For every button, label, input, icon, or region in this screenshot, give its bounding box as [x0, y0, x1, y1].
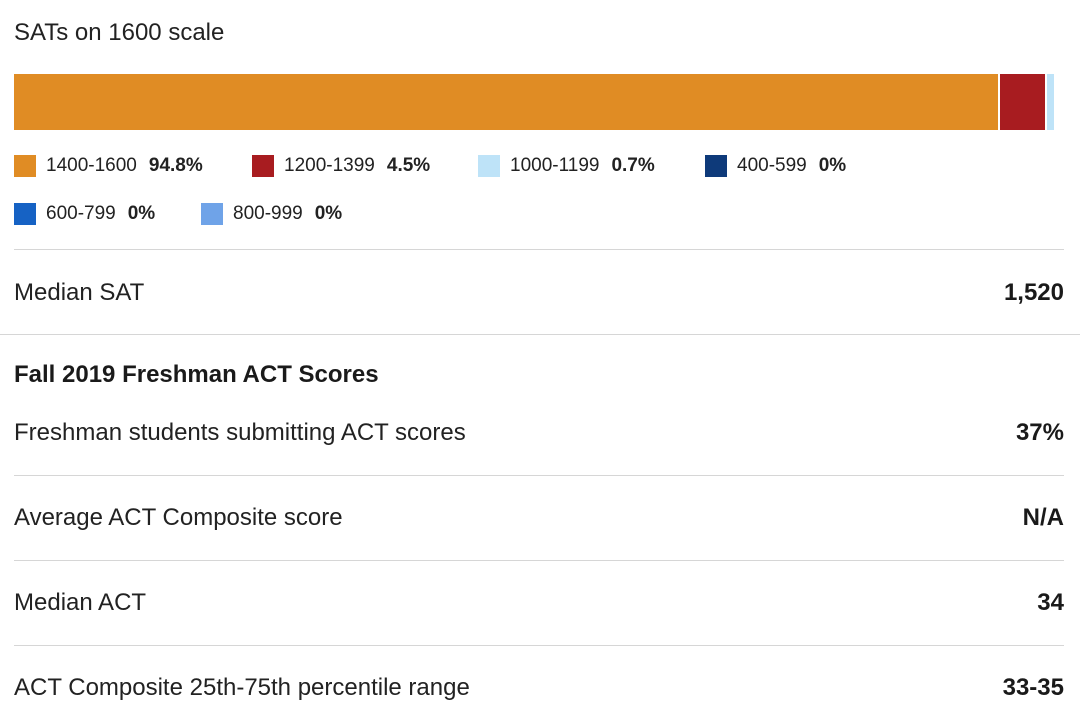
sat-chart-title: SATs on 1600 scale: [14, 19, 225, 46]
section-divider: [0, 334, 1080, 335]
act-row-submitting: Freshman students submitting ACT scores …: [14, 413, 1064, 453]
legend-swatch: [252, 155, 274, 177]
act-row-median: Median ACT 34: [14, 583, 1064, 623]
legend-percent-label: 0.7%: [611, 155, 655, 176]
act-row-label: Average ACT Composite score: [14, 504, 343, 531]
bar-segment-1400-1600: [14, 74, 1000, 130]
legend-percent-label: 0%: [127, 203, 156, 224]
act-row-label: ACT Composite 25th-75th percentile range: [14, 674, 470, 701]
legend-item-1400-1600: 1400-1600 94.8%: [14, 152, 203, 180]
legend-range-label: 400-599: [737, 155, 807, 176]
bar-segment-1200-1399: [999, 74, 1047, 130]
act-row-value: 37%: [1015, 419, 1064, 446]
legend-swatch: [14, 203, 36, 225]
act-row-label: Median ACT: [14, 589, 147, 616]
legend-range-label: 1400-1600: [46, 155, 137, 176]
legend-item-800-999: 800-999 0%: [201, 200, 342, 228]
bar-segment-1000-1199: [1046, 74, 1054, 130]
act-row-average: Average ACT Composite score N/A: [14, 498, 1064, 538]
divider: [14, 560, 1064, 561]
divider: [14, 475, 1064, 476]
legend-range-label: 800-999: [233, 203, 303, 224]
act-row-value: 33-35: [1002, 674, 1064, 701]
legend-swatch: [201, 203, 223, 225]
legend-percent-label: 0%: [818, 155, 847, 176]
legend-range-label: 1200-1399: [284, 155, 375, 176]
median-sat-value: 1,520: [1003, 279, 1064, 306]
legend-item-1000-1199: 1000-1199 0.7%: [478, 152, 655, 180]
legend-swatch: [14, 155, 36, 177]
divider: [14, 645, 1064, 646]
legend-percent-label: 0%: [314, 203, 343, 224]
divider: [14, 249, 1064, 250]
act-row-percentile-range: ACT Composite 25th-75th percentile range…: [14, 668, 1064, 708]
legend-swatch: [478, 155, 500, 177]
legend-item-1200-1399: 1200-1399 4.5%: [252, 152, 430, 180]
act-row-value: N/A: [1022, 504, 1064, 531]
act-row-value: 34: [1037, 589, 1064, 616]
legend-range-label: 600-799: [46, 203, 116, 224]
legend-item-600-799: 600-799 0%: [14, 200, 155, 228]
legend-percent-label: 4.5%: [386, 155, 431, 176]
median-sat-row: Median SAT 1,520: [14, 273, 1064, 313]
act-section-heading: Fall 2019 Freshman ACT Scores: [14, 361, 379, 388]
median-sat-label: Median SAT: [14, 279, 145, 306]
legend-swatch: [705, 155, 727, 177]
sat-stacked-bar: [14, 74, 1054, 130]
legend-percent-label: 94.8%: [148, 155, 203, 176]
legend-item-400-599: 400-599 0%: [705, 152, 846, 180]
act-row-label: Freshman students submitting ACT scores: [14, 419, 466, 446]
legend-range-label: 1000-1199: [510, 155, 600, 176]
